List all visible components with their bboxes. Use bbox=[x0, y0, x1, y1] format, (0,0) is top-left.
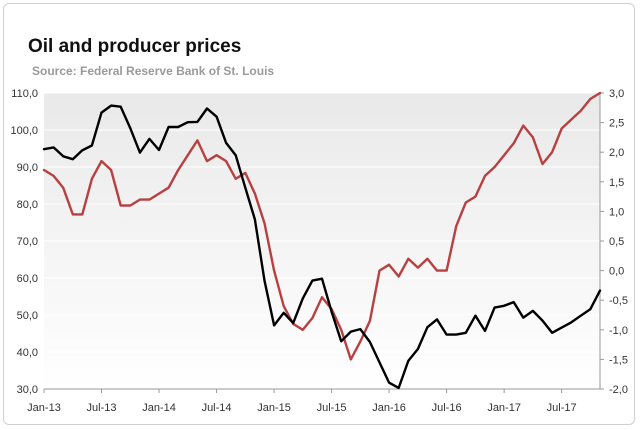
y-right-tick-label: 1,0 bbox=[609, 206, 624, 218]
y-left-tick-label: 50,0 bbox=[17, 310, 38, 322]
y-left-tick-label: 30,0 bbox=[17, 384, 38, 396]
y-right-tick-label: 2,0 bbox=[609, 147, 624, 159]
gridlines bbox=[44, 92, 600, 390]
x-tick-label: Jul-16 bbox=[432, 402, 462, 414]
tick-labels: 110,0 100,0 90,0 80,0 70,0 60,0 50,0 40,0 30,0 3,… bbox=[10, 88, 628, 414]
y-right-tick-label: -1,5 bbox=[609, 354, 628, 366]
y-left-tick-label: 70,0 bbox=[17, 236, 38, 248]
series-lines bbox=[42, 91, 602, 390]
y-right-tick-label: 0,5 bbox=[609, 236, 624, 248]
y-left-tick-label: 110,0 bbox=[11, 88, 38, 100]
x-tick-label: Jan-13 bbox=[27, 402, 61, 414]
y-right-tick-label: 0,0 bbox=[609, 266, 624, 278]
y-left-tick-label: 80,0 bbox=[17, 199, 38, 211]
x-tick-label: Jan-15 bbox=[257, 402, 291, 414]
x-tick-label: Jul-17 bbox=[547, 402, 577, 414]
x-tick-label: Jul-14 bbox=[202, 402, 232, 414]
y-right-tick-label: -1,0 bbox=[609, 325, 628, 337]
y-left-tick-label: 100,0 bbox=[10, 125, 38, 137]
producer-price-line bbox=[42, 91, 602, 361]
y-right-tick-label: 3,0 bbox=[609, 88, 624, 100]
axes bbox=[43, 92, 604, 393]
x-tick-label: Jan-16 bbox=[372, 402, 406, 414]
x-tick-label: Jan-14 bbox=[142, 402, 176, 414]
y-left-tick-label: 60,0 bbox=[17, 273, 38, 285]
y-left-tick-label: 90,0 bbox=[17, 162, 38, 174]
x-tick-label: Jan-17 bbox=[487, 402, 521, 414]
oil-price-line bbox=[42, 104, 602, 390]
y-left-tick-label: 40,0 bbox=[17, 347, 38, 359]
x-tick-label: Jul-15 bbox=[317, 402, 347, 414]
y-right-tick-label: 2,5 bbox=[609, 118, 624, 130]
y-right-tick-label: 1,5 bbox=[609, 177, 624, 189]
chart-subtitle: Source: Federal Reserve Bank of St. Loui… bbox=[32, 64, 275, 78]
y-right-tick-label: -0,5 bbox=[609, 295, 628, 307]
y-right-tick-label: -2,0 bbox=[609, 384, 628, 396]
chart-title: Oil and producer prices bbox=[28, 36, 242, 57]
x-tick-label: Jul-13 bbox=[87, 402, 117, 414]
